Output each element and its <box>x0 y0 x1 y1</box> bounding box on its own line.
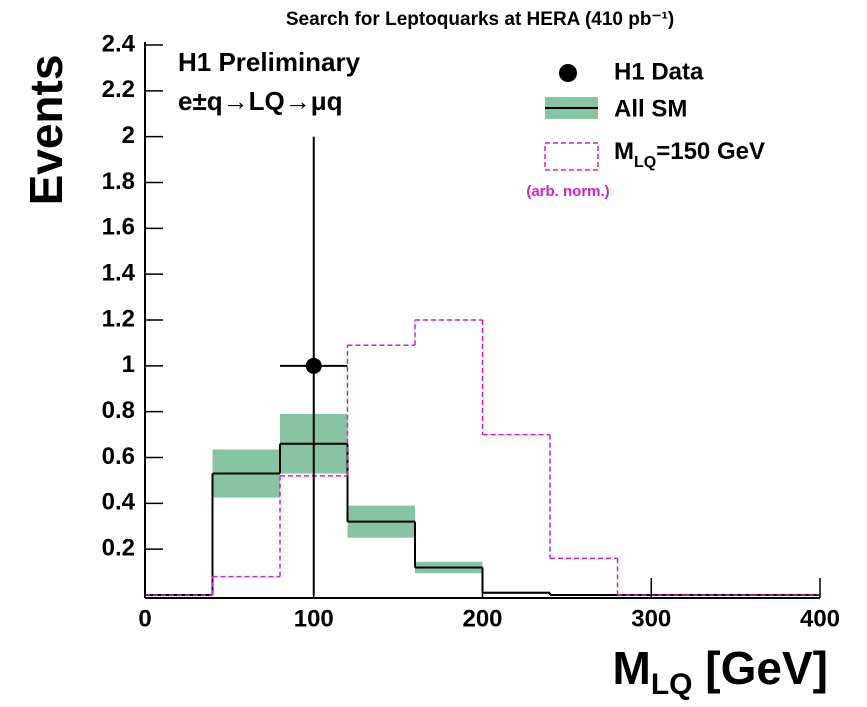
y-tick-label: 0.8 <box>102 397 135 424</box>
x-tick-label: 200 <box>462 605 502 632</box>
x-tick-label: 0 <box>138 605 151 632</box>
legend-label: H1 Data <box>614 58 704 85</box>
y-tick-label: 2 <box>122 122 135 149</box>
x-tick-label: 100 <box>294 605 334 632</box>
y-tick-label: 1 <box>122 351 135 378</box>
x-tick-label: 300 <box>631 605 671 632</box>
y-tick-label: 0.2 <box>102 535 135 562</box>
x-axis-label: MLQ [GeV] <box>613 642 828 701</box>
legend-note: (arb. norm.) <box>526 183 609 200</box>
x-tick-label: 400 <box>800 605 840 632</box>
y-tick-label: 1.4 <box>102 260 136 287</box>
chart-title: Search for Leptoquarks at HERA (410 pb⁻¹… <box>286 9 674 30</box>
y-tick-label: 1.6 <box>102 214 135 241</box>
y-axis-label: Events <box>20 55 72 206</box>
y-tick-label: 0.6 <box>102 443 135 470</box>
y-tick-label: 2.4 <box>102 30 136 57</box>
y-tick-label: 0.4 <box>102 489 136 516</box>
data-point <box>305 357 322 374</box>
annotation: H1 Preliminary <box>178 47 361 77</box>
y-tick-label: 1.2 <box>102 305 135 332</box>
annotation: e±q→LQ→μq <box>178 86 343 116</box>
y-tick-label: 1.8 <box>102 168 135 195</box>
legend-marker <box>544 142 599 171</box>
y-tick-label: 2.2 <box>102 76 135 103</box>
legend-label: MLQ=150 GeV <box>614 138 765 171</box>
legend-marker <box>559 64 577 82</box>
legend-label: All SM <box>614 95 687 122</box>
